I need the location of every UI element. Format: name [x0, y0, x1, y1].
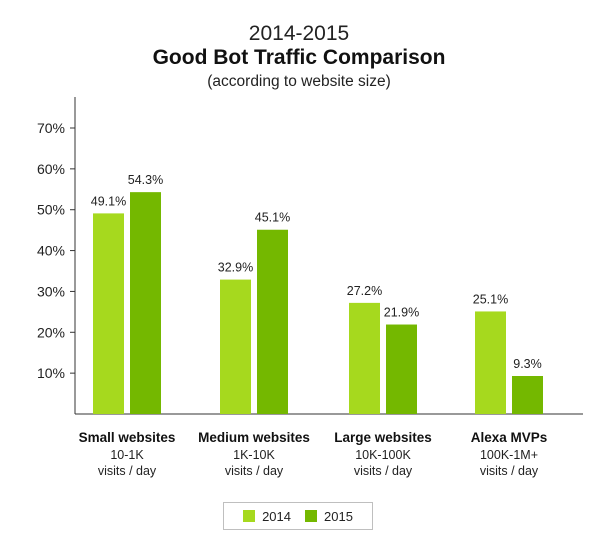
legend-label-2015: 2015 — [324, 508, 353, 524]
x-tick-sublabel: 10-1K — [110, 448, 144, 462]
bar-2015-3 — [512, 376, 543, 414]
x-tick-sublabel: 100K-1M+ — [480, 448, 538, 462]
y-tick-label: 60% — [37, 161, 65, 177]
data-label: 54.3% — [128, 173, 163, 187]
y-tick-label: 50% — [37, 202, 65, 218]
bar-2014-2 — [349, 302, 380, 414]
bar-2014-3 — [475, 311, 506, 414]
x-tick-sublabel: visits / day — [225, 464, 284, 478]
legend-label-2014: 2014 — [262, 508, 291, 524]
data-label: 21.9% — [384, 306, 419, 320]
y-tick-label: 70% — [37, 120, 65, 136]
bar-2015-2 — [386, 324, 417, 414]
y-tick-label: 10% — [37, 365, 65, 381]
bar-2015-1 — [257, 229, 288, 414]
data-label: 49.1% — [91, 194, 126, 208]
y-tick-label: 20% — [37, 324, 65, 340]
y-tick-label: 40% — [37, 243, 65, 259]
x-tick-sublabel: 1K-10K — [233, 448, 275, 462]
chart-title-years: 2014-2015 — [248, 22, 350, 45]
y-tick-label: 30% — [37, 283, 65, 299]
chart-subtitle: (according to website size) — [207, 73, 391, 90]
bar-2015-0 — [130, 192, 161, 414]
x-tick-label: Small websites — [79, 430, 176, 445]
chart-title: Good Bot Traffic Comparison — [152, 46, 446, 69]
bar-2014-0 — [93, 213, 124, 414]
legend: 2014 2015 — [223, 502, 373, 530]
x-tick-label: Large websites — [334, 430, 432, 445]
legend-swatch-2015 — [305, 510, 317, 522]
legend-item-2014: 2014 — [243, 509, 291, 524]
legend-item-2015: 2015 — [305, 509, 353, 524]
x-tick-sublabel: visits / day — [98, 464, 157, 478]
data-label: 45.1% — [255, 211, 290, 225]
x-tick-label: Medium websites — [198, 430, 310, 445]
data-label: 9.3% — [513, 357, 542, 371]
x-tick-sublabel: 10K-100K — [355, 448, 411, 462]
x-tick-sublabel: visits / day — [480, 464, 539, 478]
x-tick-sublabel: visits / day — [354, 464, 413, 478]
data-label: 32.9% — [218, 261, 253, 275]
data-label: 25.1% — [473, 292, 508, 306]
legend-swatch-2014 — [243, 510, 256, 522]
bar-2014-1 — [220, 279, 251, 414]
x-tick-label: Alexa MVPs — [471, 430, 548, 445]
data-label: 27.2% — [347, 284, 382, 298]
